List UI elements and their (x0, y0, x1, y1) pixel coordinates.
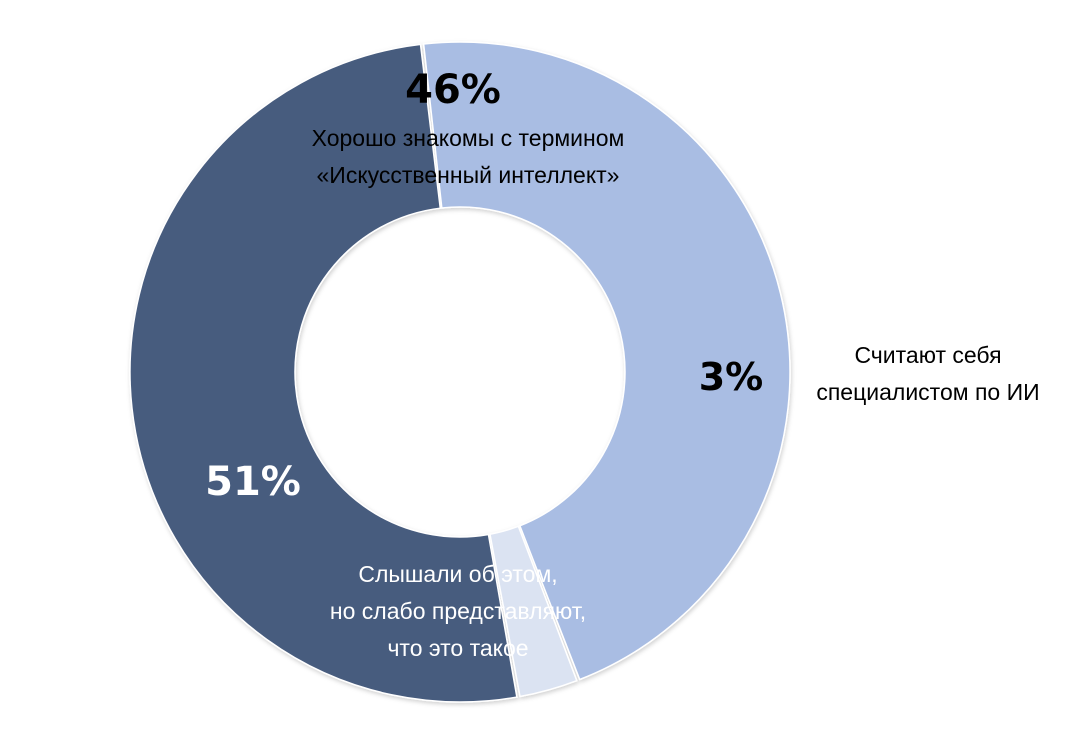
slice-value-label-3: 51% (205, 459, 301, 505)
slice-category-label-1: Хорошо знакомы с термином «Искусственный … (312, 125, 625, 188)
slice-category-label-line: «Искусственный интеллект» (317, 162, 620, 188)
slice-category-label-2: Считают себя специалистом по ИИ (816, 342, 1039, 405)
donut-slice-2 (489, 525, 578, 698)
slice-category-label-line: специалистом по ИИ (816, 379, 1039, 405)
slice-category-label-line: но слабо представляют, (330, 598, 586, 624)
slice-category-label-line: Слышали об этом, (358, 561, 557, 587)
slice-category-label-3: Слышали об этом, но слабо представляют, чт… (330, 561, 586, 661)
donut-slice-1 (422, 41, 791, 681)
donut-labels: 46% Хорошо знакомы с термином «Искусственн… (205, 67, 1040, 661)
slice-category-label-line: что это такое (387, 635, 528, 661)
slice-category-label-line: Считают себя (854, 342, 1001, 368)
slice-category-label-line: Хорошо знакомы с термином (312, 125, 625, 151)
donut-slices (129, 41, 791, 703)
slice-value-label-1: 46% (405, 67, 501, 113)
slice-value-label-2: 3% (699, 355, 764, 399)
donut-slice-3 (129, 43, 518, 703)
